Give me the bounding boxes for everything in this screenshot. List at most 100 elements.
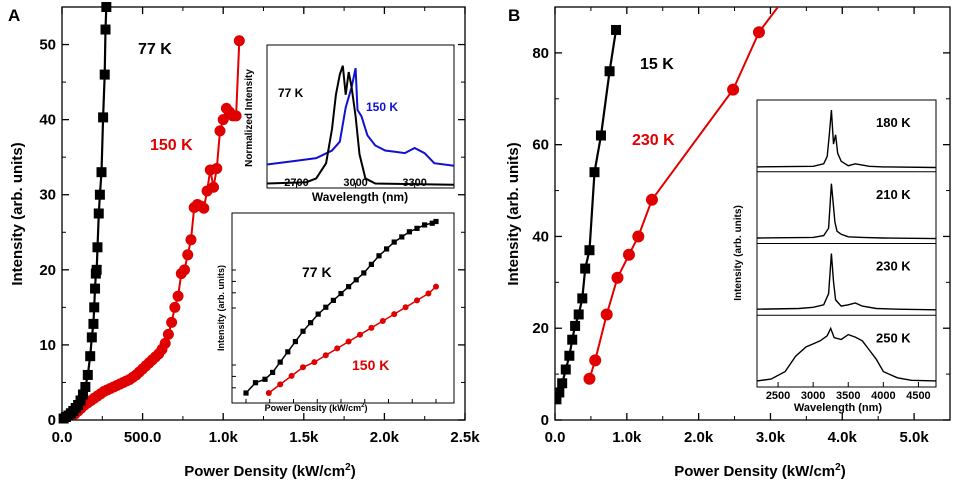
- data-point-230k: [589, 354, 602, 367]
- data-point-150k: [162, 328, 174, 340]
- data-point-15k: [567, 334, 578, 345]
- data-point-15k: [555, 394, 562, 405]
- inset-log-point-77k: [391, 239, 397, 245]
- inset-spectrum-ylabel: Normalized Intensity: [244, 69, 255, 167]
- x-tick-label: 1.0k: [612, 429, 642, 446]
- inset-spectra-x-tick-label: 3000: [801, 390, 825, 402]
- inset-spectrum-label-150k: 150 K: [366, 100, 398, 114]
- data-point-15k: [580, 263, 591, 274]
- inset-log-point-77k: [361, 270, 367, 276]
- inset-log: 77 K 150 K Power Density (kW/cm2) Intens…: [216, 212, 455, 413]
- data-point-230k: [779, 0, 791, 4]
- inset-log-frame: [231, 212, 455, 404]
- x-tick-label: 3.0k: [756, 429, 786, 446]
- data-point-230k: [583, 372, 596, 385]
- x-tick-label: 4.0k: [828, 429, 858, 446]
- inset-log-point-77k: [346, 284, 352, 290]
- data-point-150k: [217, 114, 229, 126]
- inset-spectrum-plot: 2700 3000 3300: [266, 65, 455, 189]
- y-tick-label: 80: [532, 45, 549, 62]
- inset-spectra-ylabel: Intensity (arb. units): [733, 205, 744, 301]
- panel-a: A 0.0 500.0 1.0k 1.5k 2.0k 2.5k 0 10 20 30 40 50 77…: [8, 2, 480, 480]
- inset-log-point-77k: [376, 253, 382, 259]
- data-point-230k: [727, 83, 740, 96]
- inset-log-point-150k: [322, 352, 329, 359]
- inset-log-label-150k: 150 K: [352, 357, 389, 373]
- inset-log-point-150k: [334, 345, 341, 352]
- inset-log-point-77k: [406, 229, 412, 235]
- data-point-77k: [99, 69, 110, 80]
- data-point-150k: [211, 162, 223, 174]
- inset-log-point-77k: [330, 297, 336, 303]
- x-tick-label: 500.0: [124, 429, 162, 446]
- panel-a-label: A: [8, 6, 20, 25]
- y-tick-label: 30: [39, 187, 56, 204]
- data-point-15k: [584, 245, 595, 256]
- inset-temp-label: 210 K: [876, 187, 911, 202]
- data-point-15k: [611, 24, 622, 35]
- y-tick-label: 0: [541, 412, 549, 429]
- y-tick-label: 10: [39, 337, 56, 354]
- label-15k: 15 K: [640, 56, 674, 73]
- inset-log-plot: [232, 218, 439, 404]
- series-line-230k: [588, 7, 780, 379]
- inset-log-point-150k: [357, 331, 363, 338]
- inset-log-ylabel: Intensity (arb. units): [216, 265, 226, 351]
- data-point-15k: [604, 66, 615, 77]
- inset-log-point-77k: [277, 359, 283, 365]
- inset-temp-label: 180 K: [876, 115, 911, 130]
- panel-b-ylabel: Intensity (arb. units): [505, 142, 522, 285]
- data-point-77k: [89, 302, 100, 313]
- data-point-15k: [589, 167, 600, 178]
- inset-spectrum-xlabel: Wavelength (nm): [312, 190, 408, 204]
- panel-a-xlabel: Power Density (kW/cm2): [184, 462, 355, 480]
- x-tick-label: 2.0k: [684, 429, 714, 446]
- data-point-150k: [169, 301, 181, 313]
- data-point-150k: [198, 202, 210, 214]
- data-point-77k: [101, 2, 112, 12]
- spectrum-line-77k: [266, 65, 455, 186]
- inset-log-point-77k: [433, 218, 439, 225]
- panel-b-axes: 0.0 1.0k 2.0k 3.0k 4.0k 5.0k 0 20 40 60 80: [532, 7, 950, 446]
- inset-log-point-77k: [353, 277, 359, 283]
- data-point-77k: [85, 351, 96, 362]
- data-point-77k: [94, 189, 105, 200]
- data-point-15k: [560, 364, 571, 375]
- inset-log-point-150k: [288, 372, 295, 379]
- data-point-15k: [595, 130, 606, 141]
- inset-log-point-150k: [402, 304, 409, 311]
- data-point-77k: [96, 167, 107, 178]
- inset-temp-label: 230 K: [876, 259, 911, 274]
- inset-log-line-150k: [268, 286, 437, 394]
- panel-b-frame: [554, 6, 951, 421]
- data-point-15k: [577, 293, 588, 304]
- y-tick-label: 50: [39, 37, 56, 54]
- panel-a-plot: [58, 2, 245, 424]
- inset-temp-label: 250 K: [876, 330, 911, 345]
- inset-log-point-77k: [338, 290, 344, 297]
- data-point-77k: [92, 242, 103, 253]
- data-point-77k: [91, 264, 102, 275]
- inset-log-point-77k: [422, 222, 428, 228]
- inset-log-point-150k: [300, 364, 306, 371]
- data-point-230k: [645, 193, 658, 206]
- data-point-77k: [86, 332, 97, 343]
- panel-a-axes: 0.0 500.0 1.0k 1.5k 2.0k 2.5k 0 10 20 30 40 50: [39, 7, 480, 446]
- y-tick-label: 60: [532, 137, 549, 154]
- panel-b-series: [555, 0, 791, 405]
- x-tick-label: 5.0k: [899, 429, 929, 446]
- data-point-15k: [573, 309, 584, 320]
- inset-log-point-77k: [292, 338, 298, 345]
- inset-spectrum-210k: [756, 183, 937, 240]
- data-point-77k: [75, 395, 86, 406]
- inset-spectra-x-tick-label: 4500: [906, 390, 930, 402]
- x-tick-label: 1.5k: [289, 429, 319, 446]
- inset-spectrum-180k: [756, 110, 937, 169]
- panel-b-label: B: [508, 6, 520, 25]
- data-point-77k: [100, 24, 111, 35]
- panel-b-xlabel: Power Density (kW/cm2): [674, 462, 845, 480]
- inset-log-point-150k: [345, 338, 352, 345]
- y-tick-label: 40: [39, 112, 56, 129]
- inset-log-point-77k: [368, 261, 374, 267]
